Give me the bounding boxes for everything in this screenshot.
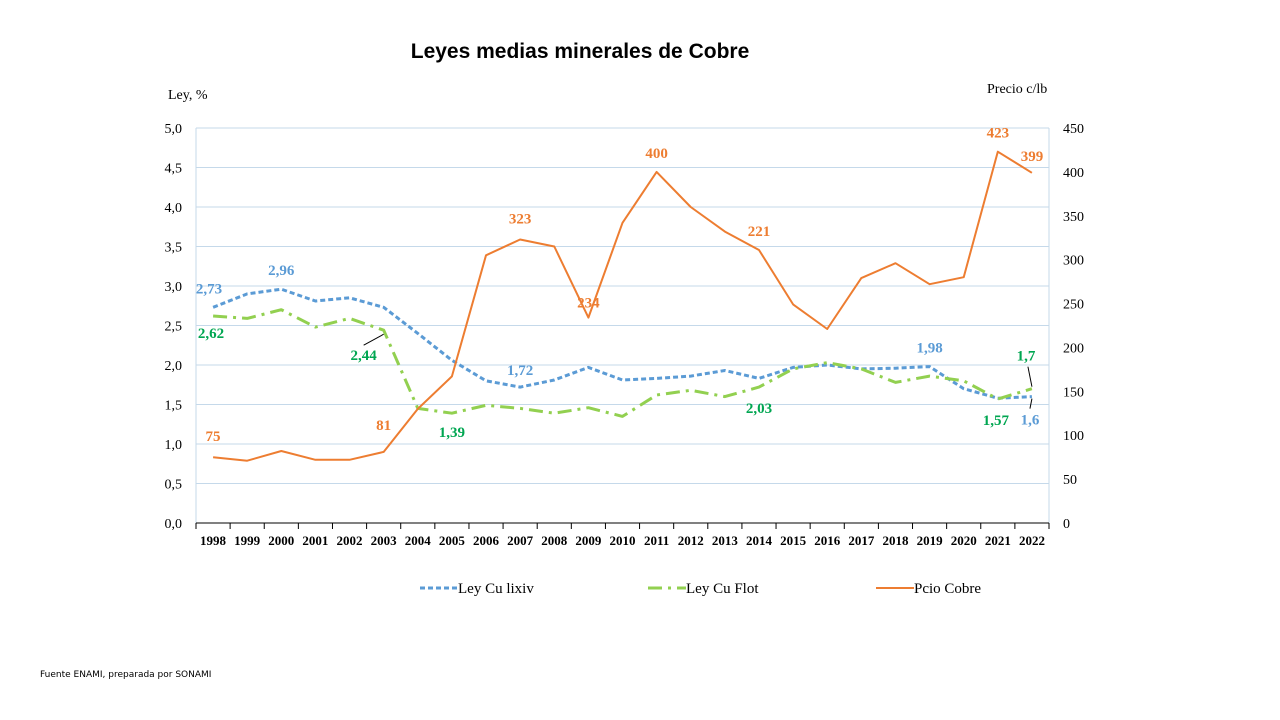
leader-line: [1029, 398, 1033, 409]
x-tick-label: 2011: [644, 533, 669, 548]
y-left-tick-label: 0,0: [165, 517, 183, 532]
leader-line: [363, 333, 384, 346]
leader-line: [1027, 366, 1033, 387]
legend: Ley Cu lixiv Ley Cu Flot Pcio Cobre: [420, 581, 981, 597]
axes: 0,0 0,5 1,0 1,5 2,0 2,5 3,0 3,5 4,0 4,5 5,0 0 50 100 1…: [165, 122, 1085, 548]
data-label: 2,62: [198, 326, 224, 342]
y-right-tick-label: 300: [1063, 254, 1084, 269]
x-tick-label: 2010: [610, 533, 636, 548]
x-tick-label: 2009: [575, 533, 602, 548]
y-left-tick-label: 3,5: [165, 241, 183, 256]
y-right-tick-label: 50: [1063, 473, 1077, 488]
series-line-1: [212, 308, 1033, 418]
data-label: 81: [376, 418, 391, 434]
data-label: 234: [577, 296, 600, 312]
series-lines: [212, 150, 1033, 462]
y-left-tick-label: 4,0: [165, 201, 183, 216]
data-label: 1,57: [983, 413, 1010, 429]
series-line-0: [212, 287, 1032, 400]
data-label: 399: [1021, 149, 1044, 165]
y-right-tick-label: 100: [1063, 429, 1084, 444]
x-tick-label: 2019: [917, 533, 944, 548]
y-right-tick-label: 150: [1063, 385, 1084, 400]
legend-label-0: Ley Cu lixiv: [458, 581, 534, 597]
series-line-2: [212, 150, 1033, 462]
data-label: 1,7: [1017, 349, 1036, 365]
source-note: Fuente ENAMI, preparada por SONAMI: [40, 670, 212, 680]
x-tick-label: 2021: [985, 533, 1011, 548]
x-tick-label: 2014: [746, 533, 773, 548]
y-right-tick-label: 250: [1063, 298, 1084, 313]
x-tick-label: 2003: [371, 533, 398, 548]
legend-label-2: Pcio Cobre: [914, 581, 981, 597]
y-left-tick-label: 4,5: [165, 162, 183, 177]
x-tick-label: 2000: [268, 533, 294, 548]
grid-lines: [196, 127, 1049, 484]
x-tick-label: 2013: [712, 533, 739, 548]
data-label: 423: [987, 126, 1010, 142]
data-label: 400: [645, 146, 668, 162]
legend-label-1: Ley Cu Flot: [686, 581, 759, 597]
y-right-tick-label: 350: [1063, 210, 1084, 225]
y-right-tick-label: 450: [1063, 122, 1084, 137]
data-label: 2,73: [196, 281, 222, 297]
data-label: 1,98: [916, 341, 942, 357]
x-tick-label: 2002: [337, 533, 363, 548]
y-left-tick-label: 5,0: [165, 122, 183, 137]
x-tick-label: 2001: [302, 533, 328, 548]
x-tick-label: 2004: [405, 533, 432, 548]
y-axis-right-label: Precio c/lb: [987, 82, 1047, 97]
y-right-tick-label: 200: [1063, 341, 1084, 356]
y-left-tick-label: 0,5: [165, 478, 183, 493]
x-tick-label: 2015: [780, 533, 807, 548]
y-left-tick-label: 3,0: [165, 280, 183, 295]
data-labels: 2,73 2,96 1,72 1,98 1,6 2,62 2,44 1,39 2,03 1,57 1…: [196, 126, 1043, 445]
data-label: 1,72: [507, 363, 533, 379]
y-right-tick-label: 0: [1063, 517, 1070, 532]
x-tick-label: 1999: [234, 533, 261, 548]
data-label: 1,6: [1021, 413, 1040, 429]
data-label: 1,39: [439, 425, 465, 441]
x-tick-label: 2007: [507, 533, 534, 548]
y-axis-left-label: Ley, %: [168, 88, 208, 103]
data-label: 323: [509, 211, 532, 227]
x-tick-label: 2005: [439, 533, 466, 548]
x-tick-label: 2016: [814, 533, 841, 548]
data-label: 221: [748, 224, 771, 240]
x-tick-label: 2012: [678, 533, 704, 548]
x-tick-label: 2020: [951, 533, 977, 548]
x-tick-label: 2006: [473, 533, 500, 548]
chart-title: Leyes medias minerales de Cobre: [410, 40, 750, 63]
data-label: 2,96: [268, 263, 295, 279]
x-tick-label: 2018: [882, 533, 909, 548]
x-tick-label: 2022: [1019, 533, 1045, 548]
y-left-tick-label: 1,5: [165, 399, 183, 414]
data-label: 2,44: [351, 348, 378, 364]
x-tick-label: 2017: [848, 533, 875, 548]
y-left-tick-label: 2,5: [165, 320, 183, 335]
y-left-tick-label: 1,0: [165, 438, 183, 453]
y-left-tick-label: 2,0: [165, 359, 183, 374]
data-label: 75: [206, 429, 221, 445]
data-label: 2,03: [746, 401, 772, 417]
x-tick-label: 2008: [541, 533, 568, 548]
x-tick-label: 1998: [200, 533, 227, 548]
y-right-tick-label: 400: [1063, 166, 1084, 181]
